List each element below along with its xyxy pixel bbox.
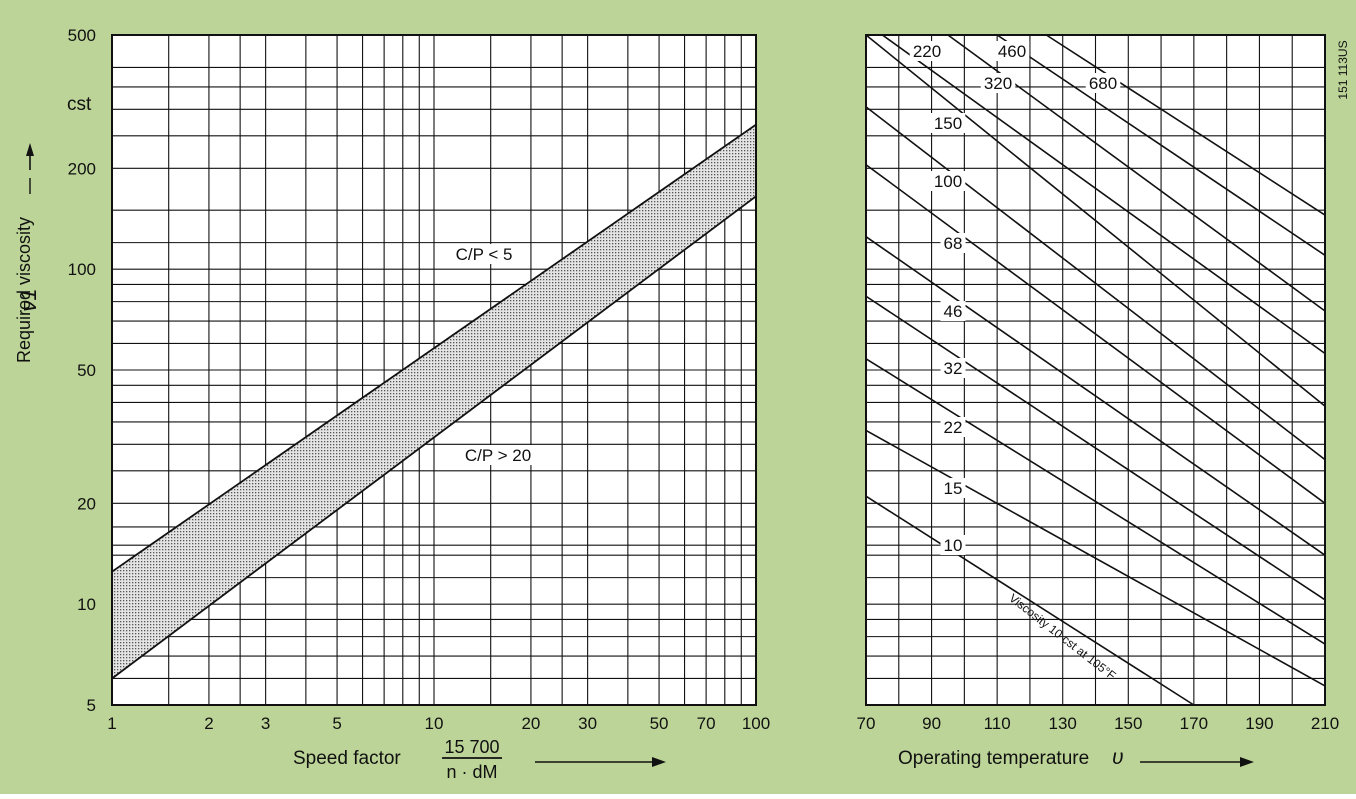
plot-frame <box>865 34 1326 706</box>
series-line <box>865 236 1326 556</box>
series-label-bg <box>456 445 540 465</box>
y-axis-label: Required viscosity <box>14 217 34 363</box>
tick-labels: 1 2 3 5 10 20 30 50 70 100 5 10 20 50 100 200 500 70 90 110… <box>68 26 1340 733</box>
x-axis-arrow-left <box>535 757 666 767</box>
series-label-bg <box>980 73 1016 93</box>
x-axis-label-left: Speed factor <box>293 748 401 769</box>
x-tick-label: 210 <box>1311 714 1339 733</box>
series-label: 32 <box>944 359 963 378</box>
series-label-bg <box>909 41 945 61</box>
series-label: 680 <box>1089 74 1117 93</box>
series-line <box>865 295 1326 601</box>
y-tick-label: 100 <box>68 260 96 279</box>
y-axis-title: Required viscosity <box>14 217 34 363</box>
series-label-bg <box>940 301 966 321</box>
series-labels: C/P < 5 C/P > 20 10 15 22 32 46 68 100 150 220 320 4… <box>447 41 1121 555</box>
figure-id: 151 113US <box>1336 40 1350 99</box>
x-axis-symbol-right: υ <box>1112 746 1124 769</box>
shaded-band <box>112 124 756 679</box>
series-label: 150 <box>934 114 962 133</box>
series-label: 68 <box>944 234 963 253</box>
y-axis-symbol: ν1 <box>16 288 41 311</box>
x-tick-label: 3 <box>261 714 270 733</box>
series-label: 22 <box>944 418 963 437</box>
series-label: 460 <box>998 42 1026 61</box>
series-label: 220 <box>913 42 941 61</box>
plot-frames <box>111 34 1326 706</box>
figure-id-text: 151 113US <box>1336 40 1350 99</box>
series-label-bg <box>447 244 521 264</box>
series-label-bg <box>1085 73 1121 93</box>
x-tick-label: 50 <box>650 714 669 733</box>
series-line <box>865 495 1195 706</box>
series-label-bg <box>930 171 966 191</box>
plot-left-series <box>111 123 757 680</box>
series-label: C/P < 5 <box>456 245 513 264</box>
x-tick-label: 170 <box>1180 714 1208 733</box>
x-tick-label: 20 <box>521 714 540 733</box>
y-axis-symbol-text: ν1 <box>16 288 41 311</box>
series-label-bg <box>994 41 1030 61</box>
series-label-bg <box>930 113 966 133</box>
series-label: 46 <box>944 302 963 321</box>
x-tick-label: 10 <box>425 714 444 733</box>
y-unit-label: cst <box>67 94 92 115</box>
series-line <box>865 34 1326 407</box>
x-tick-label: 70 <box>697 714 716 733</box>
series-line <box>996 34 1326 256</box>
x-fraction-numerator: 15 700 <box>444 737 499 757</box>
series-line <box>881 34 1326 355</box>
x-axis-label-right: Operating temperature <box>898 748 1089 769</box>
y-tick-label: 500 <box>68 26 96 45</box>
series-line <box>111 195 757 680</box>
x-axis-arrow-right <box>1140 757 1254 767</box>
series-label-bg <box>940 233 966 253</box>
series-line <box>865 358 1326 645</box>
plot-frame <box>111 34 757 706</box>
series-label: 10 <box>944 536 963 555</box>
series-line <box>865 429 1326 687</box>
y-tick-label: 20 <box>77 494 96 513</box>
series-label-bg <box>940 478 966 498</box>
x-tick-label: 30 <box>578 714 597 733</box>
x-tick-label: 150 <box>1114 714 1142 733</box>
series-line <box>1045 34 1326 216</box>
series-line <box>865 106 1326 461</box>
plot-right-grid <box>865 34 1326 706</box>
x-tick-label: 90 <box>922 714 941 733</box>
y-tick-label: 50 <box>77 361 96 380</box>
x-tick-label: 1 <box>107 714 116 733</box>
x-tick-label: 130 <box>1049 714 1077 733</box>
x-tick-label: 2 <box>204 714 213 733</box>
x-tick-label: 110 <box>984 714 1011 733</box>
series-label: 100 <box>934 172 962 191</box>
x-tick-label: 100 <box>742 714 770 733</box>
series-label-bg <box>940 417 966 437</box>
series-label: 15 <box>944 479 963 498</box>
y-axis-arrow <box>26 143 34 170</box>
y-tick-label: 10 <box>77 595 96 614</box>
series-label-bg <box>940 535 966 555</box>
series-line <box>111 123 757 573</box>
series-line <box>865 164 1326 504</box>
series-label: C/P > 20 <box>465 446 531 465</box>
x-tick-label: 5 <box>332 714 341 733</box>
series-label-bg <box>940 358 966 378</box>
y-tick-label: 200 <box>68 159 96 178</box>
series-label: 320 <box>984 74 1012 93</box>
y-tick-label: 5 <box>87 696 96 715</box>
x-tick-label: 70 <box>857 714 876 733</box>
x-tick-label: 190 <box>1245 714 1273 733</box>
x-fraction-denominator: n · dM <box>446 762 497 782</box>
